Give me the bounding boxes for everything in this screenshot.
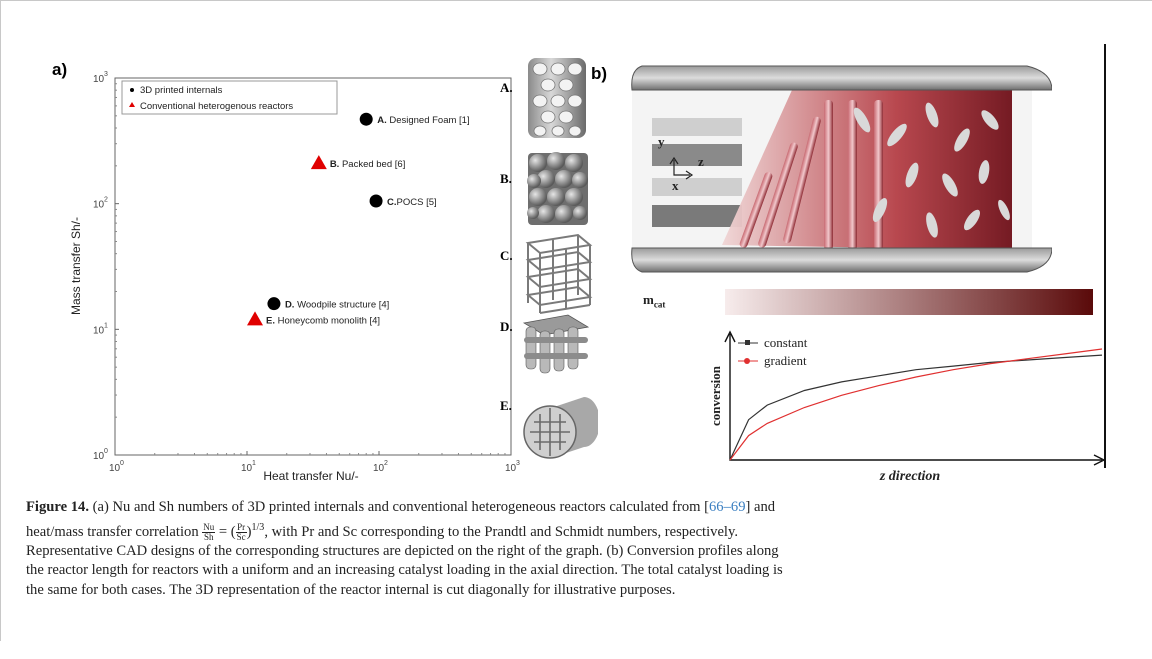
cad-label-c: C. (500, 248, 513, 263)
scatter-x-tick-exp: 1 (252, 460, 256, 467)
scatter-point-circle (267, 297, 281, 311)
caption-fraction-nu-sh: Nu Sh (202, 521, 216, 542)
caption-text-4: , with Pr and Sc corresponding to the Pr… (264, 523, 738, 540)
reactor-tube-top (631, 65, 1052, 91)
conversion-axes (724, 330, 1106, 466)
cad-pocs-lattice (525, 233, 593, 314)
reactor-axis-x: x (672, 178, 679, 193)
legend-label-3d-printed: 3D printed internals (140, 85, 223, 96)
mcat-gradient-bar (725, 289, 1093, 315)
cad-packed-bed (527, 152, 588, 225)
scatter-point-label: B. Packed bed [6] (330, 159, 406, 170)
caption-text-3: heat/mass transfer correlation (26, 523, 203, 540)
scatter-y-tick-label: 10 (93, 451, 105, 462)
scatter-point-label: E. Honeycomb monolith [4] (266, 315, 380, 326)
cad-label-e: E. (500, 398, 512, 413)
legend-marker-constant (745, 340, 750, 345)
cad-designs (522, 58, 598, 459)
reactor-ellipses (853, 102, 1010, 238)
legend-label-constant: constant (764, 335, 808, 350)
scatter-legend-box (121, 80, 338, 115)
panel-b-label: b) (591, 64, 608, 83)
scatter-x-tick-exp: 3 (516, 460, 520, 467)
cad-honeycomb (523, 397, 598, 459)
caption-text-2: ] and (745, 499, 776, 515)
figure-frame (0, 0, 1152, 641)
scatter-plot-area (114, 77, 512, 456)
scatter-point-label: D. Woodpile structure [4] (285, 300, 389, 311)
caption-line-1: Figure 14. (a) Nu and Sh numbers of 3D p… (26, 498, 1136, 518)
legend-marker-conventional (129, 102, 135, 107)
scatter-y-tick-exp: 1 (104, 322, 108, 329)
caption-figure-label: Figure 14. (26, 499, 89, 515)
scatter-x-tick-label: 10 (241, 463, 253, 474)
cad-woodpile (522, 314, 590, 374)
scatter-y-tick-exp: 2 (104, 197, 108, 204)
caption-line-2: heat/mass transfer correlation Nu Sh = (P… (26, 521, 738, 542)
reactor-tube-bottom (631, 247, 1052, 273)
caption-equals: = ( (215, 523, 236, 540)
scatter-y-tick-label: 10 (93, 200, 105, 211)
reactor-axis-z: z (698, 154, 704, 169)
scatter-legend: 3D printed internals Conventional hetero… (121, 80, 338, 115)
scatter-y-tick-label: 10 (93, 325, 105, 336)
scatter-y-tick-label: 10 (93, 74, 105, 85)
conversion-line-gradient (729, 348, 1103, 461)
scatter-x-tick-exp: 0 (120, 460, 124, 467)
scatter-x-tick-label: 10 (109, 463, 121, 474)
caption-ref-link[interactable]: 66–69 (709, 499, 746, 515)
caption-line-4: the reactor length for reactors with a u… (26, 562, 783, 579)
mcat-label: mcat (643, 292, 665, 310)
cad-label-b: B. (500, 171, 512, 186)
caption-exponent: 1/3 (251, 521, 265, 533)
legend-marker-3d-printed (130, 88, 134, 92)
caption-line-3: Representative CAD designs of the corres… (26, 542, 779, 559)
reactor-render: y z x (631, 65, 1052, 273)
conversion-x-label: z direction (879, 469, 940, 483)
scatter-x-tick-label: 10 (505, 463, 517, 474)
conversion-chart: constant gradient conversion z direction (708, 330, 1106, 483)
scatter-point-circle (369, 194, 383, 208)
panel-right-border (1104, 44, 1106, 468)
scatter-point-label: C.POCS [5] (387, 197, 437, 208)
mcat-sub: cat (653, 299, 666, 310)
scatter-point-triangle (310, 155, 327, 170)
legend-label-conventional: Conventional heterogenous reactors (140, 101, 293, 112)
panel-a-label: a) (52, 60, 68, 79)
mcat-main: m (643, 292, 654, 307)
scatter-chart: 10 010 010 110 110 210 210 310 3 A. Designed Foa… (69, 71, 520, 483)
scatter-point-label: A. Designed Foam [1] (377, 115, 469, 126)
scatter-point-triangle (247, 311, 264, 326)
scatter-y-axis-label: Mass transfer Sh/- (69, 217, 83, 315)
reactor-axis-y: y (658, 134, 665, 149)
conversion-line-constant (729, 354, 1103, 461)
scatter-y-tick-exp: 0 (104, 448, 108, 455)
scatter-y-tick-exp: 3 (104, 71, 108, 78)
legend-marker-gradient (744, 358, 750, 364)
cad-designed-foam (528, 58, 586, 138)
cad-label-a: A. (500, 80, 513, 95)
scatter-point-circle (359, 112, 373, 126)
cad-label-d: D. (500, 319, 513, 334)
scatter-x-tick-exp: 2 (384, 460, 388, 467)
scatter-x-tick-label: 10 (373, 463, 385, 474)
conversion-y-label: conversion (708, 365, 723, 426)
reactor-axes (669, 156, 694, 180)
caption-text-1: (a) Nu and Sh numbers of 3D printed inte… (88, 499, 709, 515)
legend-label-gradient: gradient (764, 353, 807, 368)
caption-line-5: the same for both cases. The 3D represen… (26, 581, 676, 598)
figure-caption: Figure 14. (a) Nu and Sh numbers of 3D p… (26, 498, 1136, 600)
caption-fraction-pr-sc: Pr Sc (235, 521, 247, 542)
conversion-legend: constant gradient (738, 335, 808, 368)
scatter-x-axis-label: Heat transfer Nu/- (263, 469, 358, 483)
